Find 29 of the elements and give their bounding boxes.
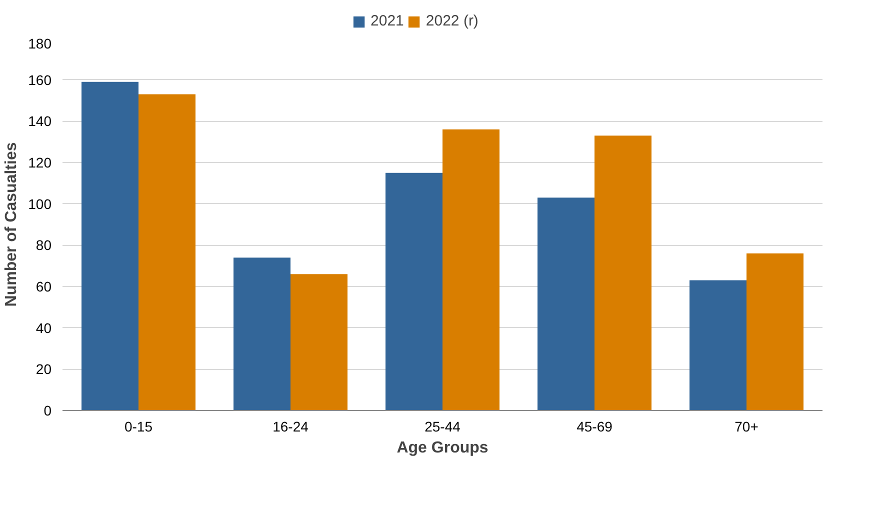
bar	[138, 94, 196, 410]
y-tick-label: 120	[28, 154, 52, 170]
y-tick-label: 0	[44, 402, 52, 418]
bar	[82, 82, 138, 410]
y-tick-label: 160	[28, 72, 52, 88]
legend-label: 2022 (r)	[426, 12, 478, 30]
x-tick-label: 0-15	[124, 418, 153, 434]
x-axis-title: Age Groups	[396, 440, 488, 456]
x-tick-label: 16-24	[272, 418, 309, 434]
x-tick-label: 70+	[734, 418, 758, 434]
x-tick-label: 25-44	[424, 418, 461, 434]
bar	[746, 253, 804, 410]
bar	[234, 258, 290, 410]
legend-label: 2021	[370, 12, 404, 30]
y-axis-title: Number of Casualties	[3, 142, 20, 307]
bar	[386, 172, 442, 410]
bar	[690, 280, 746, 410]
y-tick-label: 140	[28, 113, 52, 130]
y-tick-label: 180	[28, 36, 52, 52]
y-tick-label: 100	[28, 196, 52, 212]
y-tick-label: 40	[36, 320, 52, 336]
y-tick-label: 80	[36, 237, 52, 254]
y-tick-label: 20	[36, 361, 52, 378]
bar	[594, 136, 652, 410]
y-tick-label: 60	[36, 278, 52, 294]
bar	[442, 129, 500, 410]
bar	[290, 274, 348, 410]
bar	[538, 198, 594, 410]
x-tick-label: 45-69	[576, 418, 613, 434]
